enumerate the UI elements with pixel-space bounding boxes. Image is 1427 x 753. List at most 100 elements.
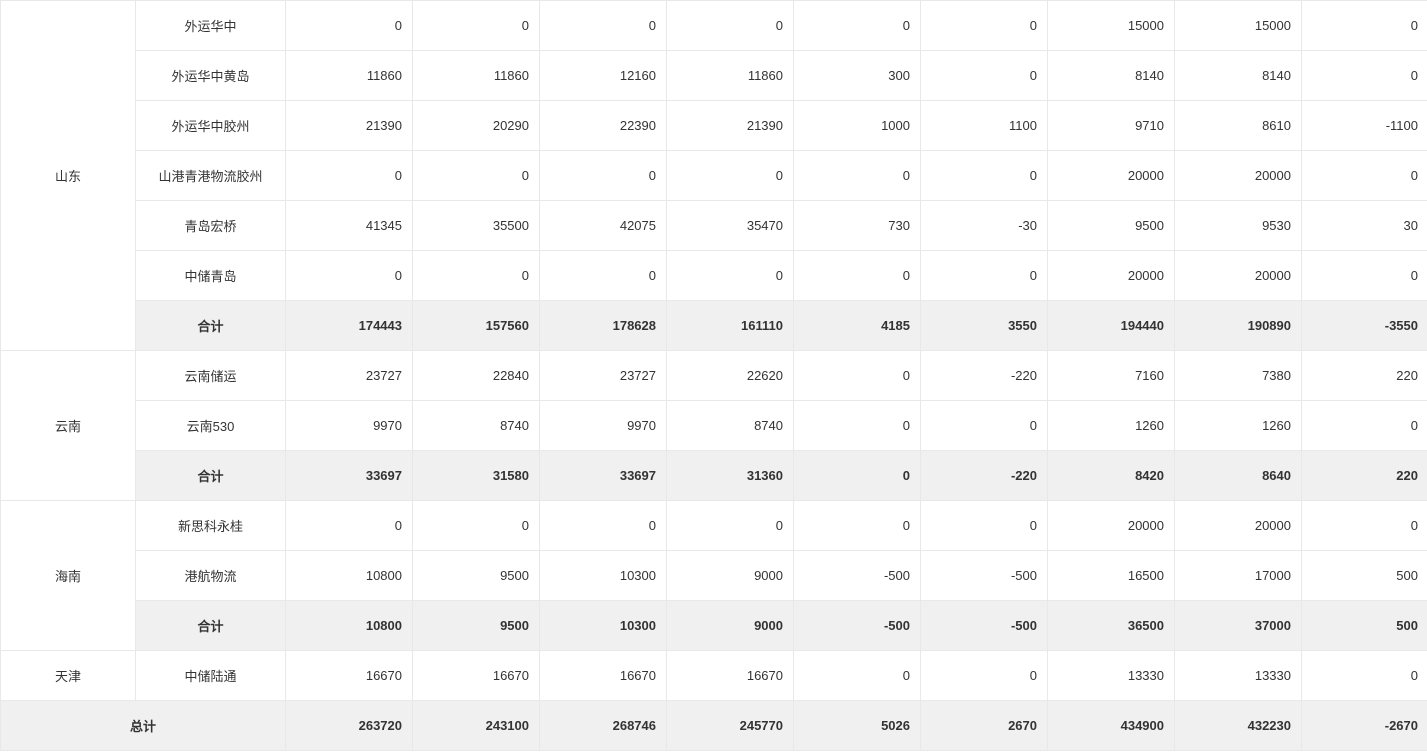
table-row: 云南云南储运237272284023727226200-220716073802…: [1, 351, 1427, 401]
subtotal-data-cell: 194440: [1048, 301, 1175, 351]
data-cell: -30: [921, 201, 1048, 251]
subtotal-data-cell: 3550: [921, 301, 1048, 351]
data-cell: 0: [1302, 651, 1427, 701]
table-row: 港航物流108009500103009000-500-5001650017000…: [1, 551, 1427, 601]
data-cell: 20000: [1175, 251, 1302, 301]
data-cell: 15000: [1048, 1, 1175, 51]
warehouse-name-cell: 外运华中黄岛: [136, 51, 286, 101]
data-cell: 0: [921, 151, 1048, 201]
table-row: 青岛宏桥41345355004207535470730-309500953030: [1, 201, 1427, 251]
data-cell: -500: [921, 551, 1048, 601]
grand-total-data-cell: 243100: [413, 701, 540, 751]
subtotal-data-cell: 33697: [286, 451, 413, 501]
data-cell: 0: [921, 401, 1048, 451]
data-cell: 730: [794, 201, 921, 251]
data-cell: 500: [1302, 551, 1427, 601]
grand-total-data-cell: 434900: [1048, 701, 1175, 751]
data-cell: 16670: [667, 651, 794, 701]
data-cell: 9530: [1175, 201, 1302, 251]
data-cell: 0: [794, 151, 921, 201]
subtotal-data-cell: -500: [794, 601, 921, 651]
subtotal-data-cell: 178628: [540, 301, 667, 351]
data-cell: 21390: [667, 101, 794, 151]
region-cell: 天津: [1, 651, 136, 701]
data-cell: 0: [286, 1, 413, 51]
data-cell: 8140: [1048, 51, 1175, 101]
data-cell: 0: [794, 351, 921, 401]
data-cell: -1100: [1302, 101, 1427, 151]
data-cell: 15000: [1175, 1, 1302, 51]
subtotal-data-cell: 10300: [540, 601, 667, 651]
data-cell: 22620: [667, 351, 794, 401]
table-row: 海南新思科永桂00000020000200000: [1, 501, 1427, 551]
subtotal-data-cell: 31360: [667, 451, 794, 501]
grand-total-data-cell: 2670: [921, 701, 1048, 751]
data-cell: 8610: [1175, 101, 1302, 151]
subtotal-data-cell: 8420: [1048, 451, 1175, 501]
subtotal-row: 合计17444315756017862816111041853550194440…: [1, 301, 1427, 351]
data-cell: 0: [921, 251, 1048, 301]
grand-total-row: 总计26372024310026874624577050262670434900…: [1, 701, 1427, 751]
data-cell: 1260: [1175, 401, 1302, 451]
data-cell: 0: [413, 501, 540, 551]
data-cell: 16670: [286, 651, 413, 701]
subtotal-data-cell: 157560: [413, 301, 540, 351]
data-cell: 0: [286, 501, 413, 551]
data-cell: 0: [794, 1, 921, 51]
subtotal-data-cell: 33697: [540, 451, 667, 501]
data-cell: 0: [540, 501, 667, 551]
subtotal-data-cell: 174443: [286, 301, 413, 351]
warehouse-name-cell: 青岛宏桥: [136, 201, 286, 251]
data-cell: 35470: [667, 201, 794, 251]
data-cell: 0: [1302, 1, 1427, 51]
data-cell: 11860: [667, 51, 794, 101]
data-cell: 20000: [1048, 251, 1175, 301]
data-cell: -500: [794, 551, 921, 601]
data-cell: 16500: [1048, 551, 1175, 601]
table-row: 中储青岛00000020000200000: [1, 251, 1427, 301]
data-cell: 12160: [540, 51, 667, 101]
data-cell: 300: [794, 51, 921, 101]
data-cell: 20000: [1175, 501, 1302, 551]
data-cell: 13330: [1048, 651, 1175, 701]
inventory-table: 山东外运华中00000015000150000外运华中黄岛11860118601…: [0, 0, 1427, 751]
data-cell: 0: [794, 501, 921, 551]
subtotal-data-cell: 10800: [286, 601, 413, 651]
data-cell: 0: [286, 251, 413, 301]
warehouse-name-cell: 外运华中: [136, 1, 286, 51]
table-row: 山东外运华中00000015000150000: [1, 1, 1427, 51]
data-cell: 23727: [286, 351, 413, 401]
data-cell: 0: [921, 51, 1048, 101]
subtotal-label-cell: 合计: [136, 301, 286, 351]
data-cell: 35500: [413, 201, 540, 251]
data-cell: -220: [921, 351, 1048, 401]
subtotal-data-cell: 37000: [1175, 601, 1302, 651]
warehouse-name-cell: 中储陆通: [136, 651, 286, 701]
table-row: 外运华中黄岛118601186012160118603000814081400: [1, 51, 1427, 101]
subtotal-data-cell: 190890: [1175, 301, 1302, 351]
data-cell: 11860: [413, 51, 540, 101]
data-cell: 9000: [667, 551, 794, 601]
data-cell: 0: [667, 1, 794, 51]
subtotal-data-cell: 8640: [1175, 451, 1302, 501]
data-cell: 0: [667, 251, 794, 301]
data-cell: 0: [540, 1, 667, 51]
subtotal-data-cell: 4185: [794, 301, 921, 351]
warehouse-name-cell: 山港青港物流胶州: [136, 151, 286, 201]
subtotal-data-cell: 500: [1302, 601, 1427, 651]
subtotal-label-cell: 合计: [136, 451, 286, 501]
data-cell: 0: [794, 251, 921, 301]
data-cell: 0: [921, 501, 1048, 551]
data-cell: 0: [540, 151, 667, 201]
grand-total-data-cell: 5026: [794, 701, 921, 751]
data-cell: 8740: [413, 401, 540, 451]
table-row: 天津中储陆通166701667016670166700013330133300: [1, 651, 1427, 701]
data-cell: 10800: [286, 551, 413, 601]
data-cell: 9970: [286, 401, 413, 451]
data-cell: 20290: [413, 101, 540, 151]
data-cell: 20000: [1175, 151, 1302, 201]
grand-total-data-cell: -2670: [1302, 701, 1427, 751]
data-cell: 30: [1302, 201, 1427, 251]
subtotal-data-cell: 161110: [667, 301, 794, 351]
data-cell: 0: [667, 501, 794, 551]
